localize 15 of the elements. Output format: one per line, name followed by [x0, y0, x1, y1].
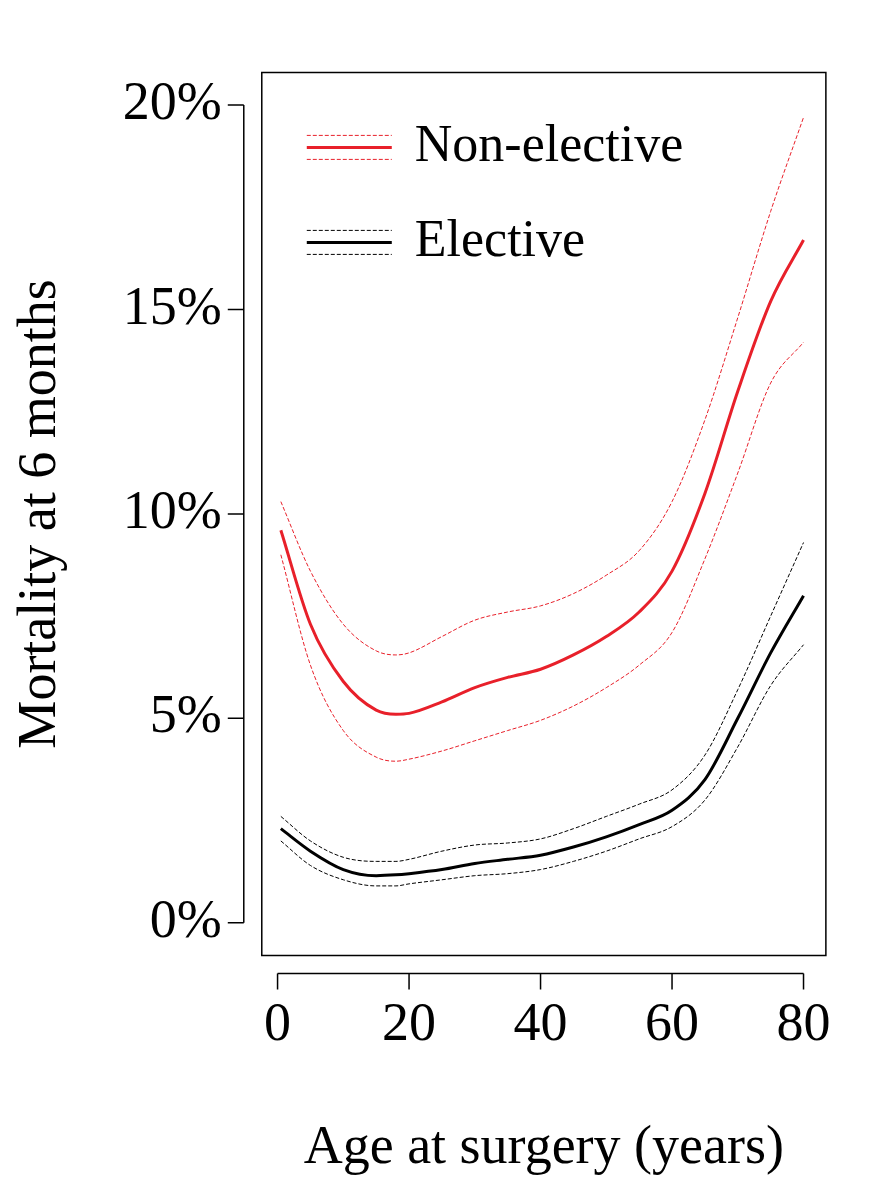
legend-label: Elective [414, 210, 586, 268]
y-tick-label: 10% [122, 480, 222, 541]
x-axis-title: Age at surgery (years) [303, 1114, 784, 1175]
line-series [280, 644, 805, 887]
y-axis-title: Mortality at 6 months [6, 279, 67, 749]
legend-label: Non-elective [414, 115, 684, 173]
y-tick-label: 5% [149, 684, 222, 745]
y-tick-label: 15% [122, 275, 222, 336]
x-tick-label: 40 [513, 991, 568, 1052]
x-tick-label: 20 [382, 991, 437, 1052]
x-tick-label: 80 [776, 991, 831, 1052]
x-tick-label: 60 [645, 991, 700, 1052]
y-tick-label: 20% [122, 71, 222, 132]
y-tick-label: 0% [149, 888, 222, 949]
x-tick-label: 0 [264, 991, 292, 1052]
